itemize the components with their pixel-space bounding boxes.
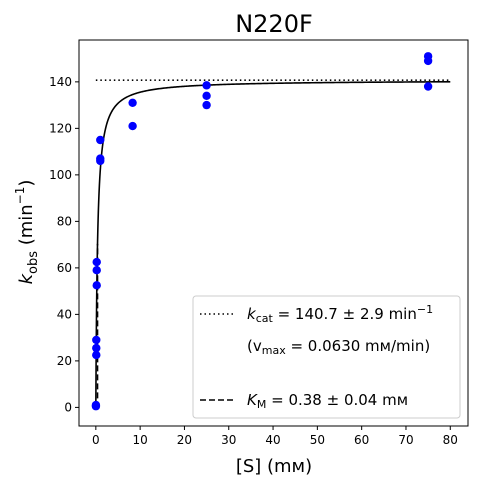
y-tick-label: 40: [57, 307, 72, 321]
data-point: [92, 257, 101, 267]
data-point: [96, 135, 105, 145]
data-point: [92, 281, 101, 290]
legend-kcat-label: kcat = 140.7 ± 2.9 min−1: [247, 303, 433, 325]
y-tick-label: 20: [57, 354, 72, 368]
data-point: [92, 350, 101, 360]
data-point: [128, 98, 137, 107]
x-tick-label: 70: [398, 433, 413, 447]
points-layer: [91, 52, 433, 411]
data-point: [92, 335, 101, 345]
x-axis-title: [S] (mм): [236, 456, 312, 477]
chart-title: N220F: [235, 10, 313, 38]
ticks-layer: 0 10 20 30 40 50 60 70 80 0 20 40 60 80 100 120 140: [49, 75, 458, 447]
data-point: [202, 91, 211, 101]
data-point: [202, 100, 211, 110]
plot-frame: [78, 39, 469, 427]
data-point: [423, 82, 433, 91]
x-tick-label: 0: [92, 433, 100, 447]
x-tick-label: 20: [177, 433, 192, 447]
y-tick-label: 80: [57, 214, 72, 228]
y-tick-label: 100: [49, 168, 72, 182]
fit-curve: [95, 80, 451, 408]
data-point: [96, 154, 105, 163]
legend-km-label: KM = 0.38 ± 0.04 mм: [247, 391, 408, 411]
y-tick-label: 120: [49, 121, 72, 135]
x-tick-label: 30: [221, 433, 236, 447]
y-tick-label: 140: [49, 75, 72, 89]
legend-vmax-label: (vmax = 0.0630 mм/min): [247, 337, 430, 357]
data-point: [92, 343, 101, 353]
legend-box: [192, 295, 461, 419]
data-point: [92, 266, 101, 275]
x-tick-label: 60: [354, 433, 369, 447]
x-tick-label: 40: [265, 433, 280, 447]
y-tick-label: 0: [64, 400, 72, 414]
data-point: [128, 121, 137, 131]
x-tick-label: 80: [443, 433, 458, 447]
y-tick-label: 60: [57, 261, 72, 275]
y-axis-title: kobs (min−1): [13, 180, 41, 285]
x-tick-label: 50: [310, 433, 325, 447]
x-tick-label: 10: [133, 433, 148, 447]
data-point: [423, 52, 433, 61]
data-point: [91, 400, 101, 410]
legend: kcat = 140.7 ± 2.9 min−1 (vmax = 0.0630 …: [192, 295, 461, 419]
data-point: [202, 81, 211, 90]
